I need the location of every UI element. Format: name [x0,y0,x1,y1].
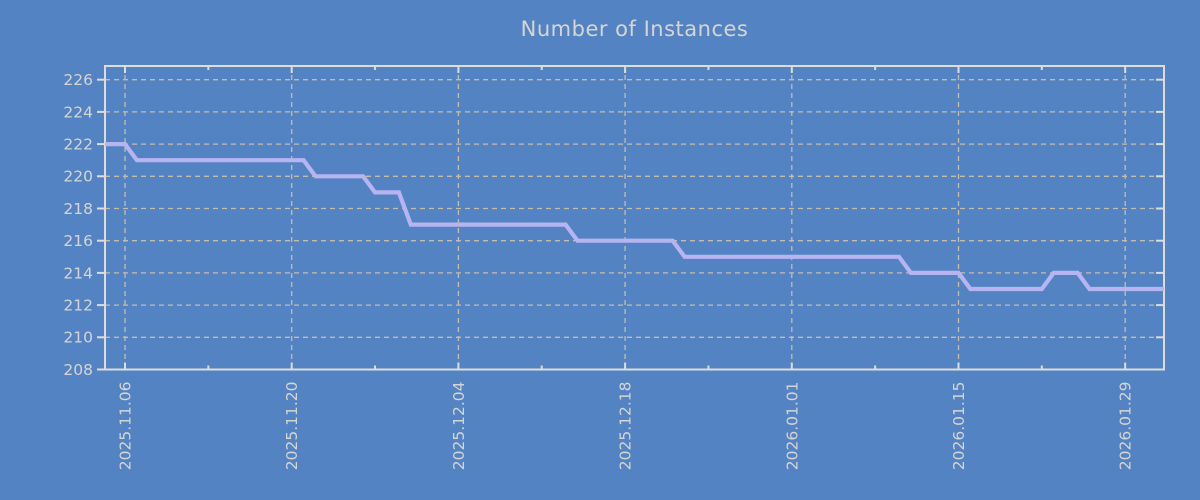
y-tick-label: 218 [63,200,93,218]
x-tick-label: 2025.12.04 [450,382,468,471]
chart-title: Number of Instances [520,17,749,41]
y-tick-label: 212 [63,297,93,315]
series-line-instances [105,142,1164,292]
y-tick-label: 220 [63,168,93,186]
x-tick-label: 2026.01.01 [783,382,801,471]
y-tick-label: 216 [63,232,93,250]
x-tick-label: 2025.12.18 [617,382,635,471]
x-tick-label: 2026.01.29 [1117,382,1135,471]
y-tick-label: 226 [63,71,93,89]
x-tick-label: 2026.01.15 [950,382,968,471]
y-tick-label: 222 [63,136,93,154]
plot-border [104,65,1165,371]
y-tick-label: 224 [63,103,93,121]
x-tick-label: 2025.11.06 [117,382,135,471]
y-tick-label: 210 [63,329,93,347]
y-tick-label: 214 [63,264,93,282]
x-tick-label: 2025.11.20 [283,382,301,471]
y-tick-label: 208 [63,361,93,379]
